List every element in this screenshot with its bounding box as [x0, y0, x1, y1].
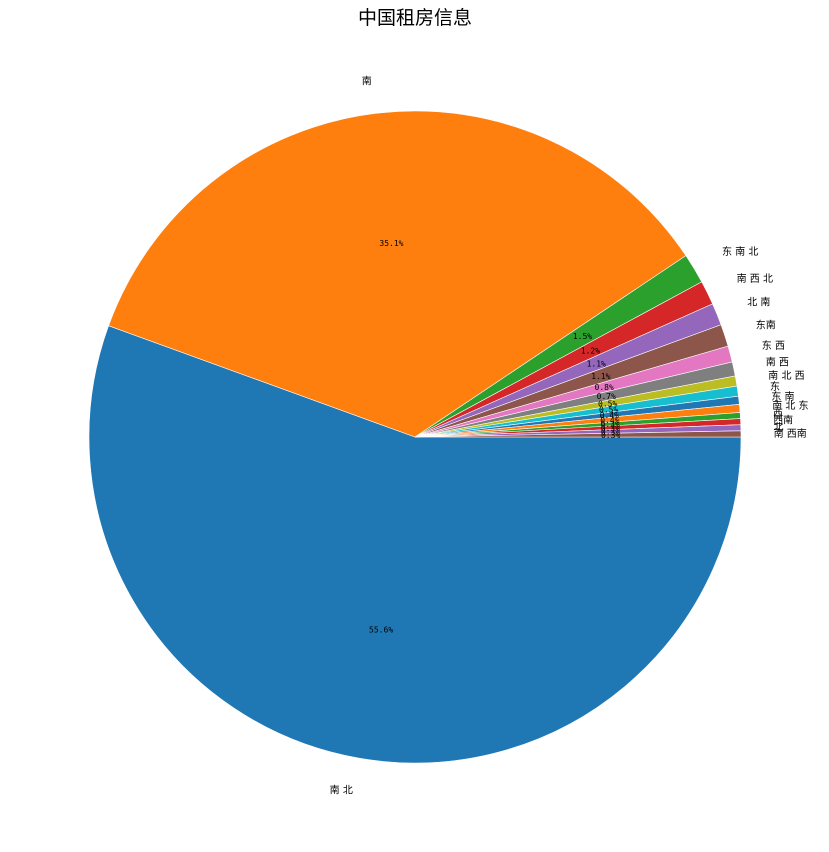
- slice-percent-label: 0.5%: [599, 405, 618, 414]
- slice-label: 东 西: [762, 339, 785, 352]
- percent-labels: 55.6%35.1%1.5%1.2%1.1%1.1%0.8%0.7%0.5%0.…: [369, 239, 620, 635]
- slice-percent-label: 0.8%: [595, 383, 614, 392]
- slice-label: 南 西南: [774, 427, 807, 440]
- slice-percent-label: 35.1%: [379, 239, 403, 248]
- slice-label: 南 北 西: [768, 369, 804, 382]
- pie-slices: [88, 110, 742, 764]
- slice-label: 南 北: [330, 784, 353, 797]
- slice-percent-label: 0.4%: [600, 411, 619, 420]
- slice-percent-label: 0.5%: [598, 399, 617, 408]
- slice-label: 北 南: [747, 295, 770, 308]
- slice-label: 东南: [756, 319, 776, 332]
- slice-percent-label: 1.1%: [587, 359, 606, 368]
- slice-percent-label: 0.7%: [597, 392, 616, 401]
- slice-percent-label: 0.4%: [600, 416, 619, 425]
- pie-slice: [88, 325, 742, 764]
- slice-percent-label: 0.3%: [601, 420, 620, 429]
- slice-percent-label: 1.1%: [591, 372, 610, 381]
- slice-label: 东 南: [771, 390, 794, 403]
- slice-label: 东: [770, 380, 780, 393]
- slice-percent-label: 0.3%: [601, 427, 620, 436]
- slice-percent-label: 0.3%: [601, 431, 620, 440]
- slice-label: 北: [773, 421, 783, 433]
- chart-title: 中国租房信息: [358, 7, 472, 29]
- slice-label: 西南: [773, 414, 793, 427]
- pie-slice: [108, 110, 687, 438]
- slice-percent-label: 1.5%: [573, 332, 592, 341]
- slice-label: 南 西 北: [737, 272, 773, 285]
- pie-slice: [414, 430, 742, 438]
- slice-label: 南 北 东: [772, 399, 808, 412]
- slice-percent-label: 55.6%: [369, 626, 393, 635]
- slice-label: 东 南 北: [722, 245, 758, 258]
- slice-percent-label: 0.3%: [601, 424, 620, 433]
- slice-label: 西: [773, 409, 783, 420]
- slice-percent-label: 1.2%: [581, 346, 600, 355]
- slice-label: 南: [362, 75, 372, 88]
- slice-label: 南 西: [766, 356, 789, 369]
